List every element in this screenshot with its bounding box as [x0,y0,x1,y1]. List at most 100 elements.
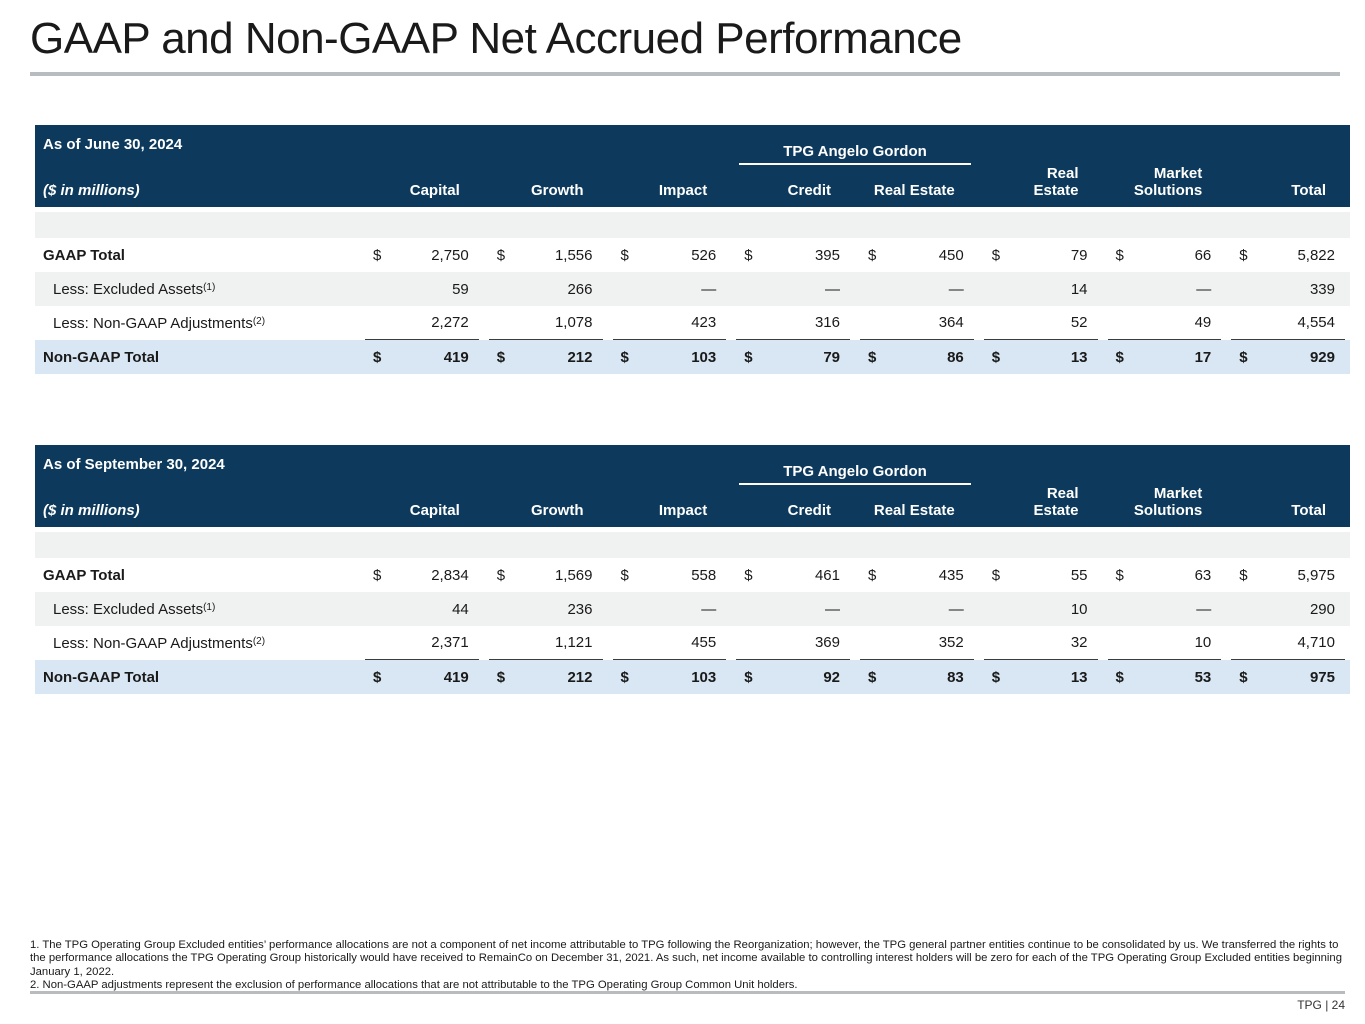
column-header-growth: Growth [531,502,584,519]
value-cell: 4,554 [1226,306,1350,340]
column-header-total: Total [1291,182,1326,199]
value-cell: $395 [744,246,840,264]
value-cell: $435 [868,566,964,584]
value-cell: 352 [855,626,979,660]
title-divider [30,72,1340,76]
value-cell: $17 [1115,348,1212,366]
value-cell: $86 [868,348,964,366]
value-cell: — [701,600,717,618]
row-label: GAAP Total [43,566,125,584]
value-cell: — [701,280,717,298]
table-row-nongaap-total: Non-GAAP Total $419 $212 $103 $79 $86 $13 $17 $9… [35,340,1350,374]
value-cell: — [825,600,840,618]
column-header-real-estate-ag: Real Estate [873,502,955,519]
footnotes: 1. The TPG Operating Group Excluded enti… [30,939,1342,993]
value-cell: 52 [979,306,1103,340]
value-cell: $1,556 [496,246,593,264]
value-cell: $419 [373,668,469,686]
value-cell: $975 [1239,668,1335,686]
table-header: As of June 30, 2024 TPG Angelo Gordon ($… [35,125,1350,207]
page-title: GAAP and Non-GAAP Net Accrued Performanc… [30,14,962,63]
value-cell: 236 [567,600,593,618]
as-of-date: As of June 30, 2024 [43,136,183,153]
value-cell: — [1196,600,1212,618]
page-number: TPG | 24 [1297,998,1345,1012]
value-cell: $1,569 [496,566,593,584]
column-header-impact: Impact [658,182,708,199]
footer-divider [30,991,1345,994]
value-cell: $5,975 [1239,566,1335,584]
value-cell: $63 [1115,566,1212,584]
value-cell: 316 [731,306,855,340]
value-cell: $103 [620,348,717,366]
column-header-capital: Capital [409,502,460,519]
table-body: GAAP Total $2,750 $1,556 $526 $395 $450 $79 $66… [35,238,1350,374]
table-row-nongaap-total: Non-GAAP Total $419 $212 $103 $92 $83 $13 $53 $9… [35,660,1350,694]
value-cell: $2,834 [373,566,469,584]
table-row-less: Less: Excluded Assets (1) 44 236 — — — 10 — 290 [35,592,1350,626]
value-cell: $929 [1239,348,1335,366]
value-cell: 59 [452,280,469,298]
value-cell: $55 [991,566,1088,584]
value-cell: 2,272 [360,306,484,340]
value-cell: $5,822 [1239,246,1335,264]
value-cell: $2,750 [373,246,469,264]
value-cell: $419 [373,348,469,366]
table-row-gaap-total: GAAP Total $2,750 $1,556 $526 $395 $450 $79 $66… [35,238,1350,272]
value-cell: $558 [620,566,717,584]
column-header-market-solutions: Market Solutions [1133,485,1203,519]
value-cell: $103 [620,668,717,686]
value-cell: 1,121 [484,626,608,660]
value-cell: 455 [608,626,732,660]
units-label: ($ in millions) [43,502,140,519]
value-cell: 369 [731,626,855,660]
header-gap [35,207,1350,212]
value-cell: 266 [567,280,593,298]
value-cell: 339 [1309,280,1335,298]
value-cell: $450 [868,246,964,264]
value-cell: $461 [744,566,840,584]
column-header-impact: Impact [658,502,708,519]
value-cell: 1,078 [484,306,608,340]
row-label: Non-GAAP Total [43,668,160,686]
table-body: GAAP Total $2,834 $1,569 $558 $461 $435 $55 $63… [35,558,1350,694]
value-cell: 2,371 [360,626,484,660]
column-header-growth: Growth [531,182,584,199]
value-cell: $13 [991,348,1088,366]
value-cell: 49 [1103,306,1227,340]
as-of-date: As of September 30, 2024 [43,456,225,473]
row-label: Less: Excluded Assets (1) [53,280,216,298]
footnote-1: 1. The TPG Operating Group Excluded enti… [30,939,1342,978]
group-header-tpg-angelo-gordon: TPG Angelo Gordon [739,143,971,165]
value-cell: 10 [1070,600,1088,618]
value-cell: $13 [991,668,1088,686]
table-header: As of September 30, 2024 TPG Angelo Gord… [35,445,1350,527]
value-cell: $83 [868,668,964,686]
row-label: Less: Non-GAAP Adjustments (2) [53,634,266,652]
column-header-market-solutions: Market Solutions [1133,165,1203,199]
column-header-credit: Credit [787,502,831,519]
row-label: Less: Non-GAAP Adjustments (2) [53,314,266,332]
table-september-2024: As of September 30, 2024 TPG Angelo Gord… [35,445,1350,694]
value-cell: $66 [1115,246,1212,264]
column-header-capital: Capital [409,182,460,199]
group-header-tpg-angelo-gordon: TPG Angelo Gordon [739,463,971,485]
table-row-less-underline: Less: Non-GAAP Adjustments (2) 2,272 1,078 4… [35,306,1350,340]
column-header-credit: Credit [787,182,831,199]
value-cell: — [825,280,840,298]
column-header-real-estate: Real Estate [1033,165,1079,199]
value-cell: 4,710 [1226,626,1350,660]
column-header-real-estate-ag: Real Estate [873,182,955,199]
units-label: ($ in millions) [43,182,140,199]
column-header-total: Total [1291,502,1326,519]
value-cell: $53 [1115,668,1212,686]
value-cell: $79 [991,246,1088,264]
value-cell: 423 [608,306,732,340]
table-row-less-underline: Less: Non-GAAP Adjustments (2) 2,371 1,121 4… [35,626,1350,660]
value-cell: $526 [620,246,717,264]
value-cell: 14 [1070,280,1088,298]
value-cell: 364 [855,306,979,340]
value-cell: — [1196,280,1212,298]
table-row-gaap-total: GAAP Total $2,834 $1,569 $558 $461 $435 $55 $63… [35,558,1350,592]
